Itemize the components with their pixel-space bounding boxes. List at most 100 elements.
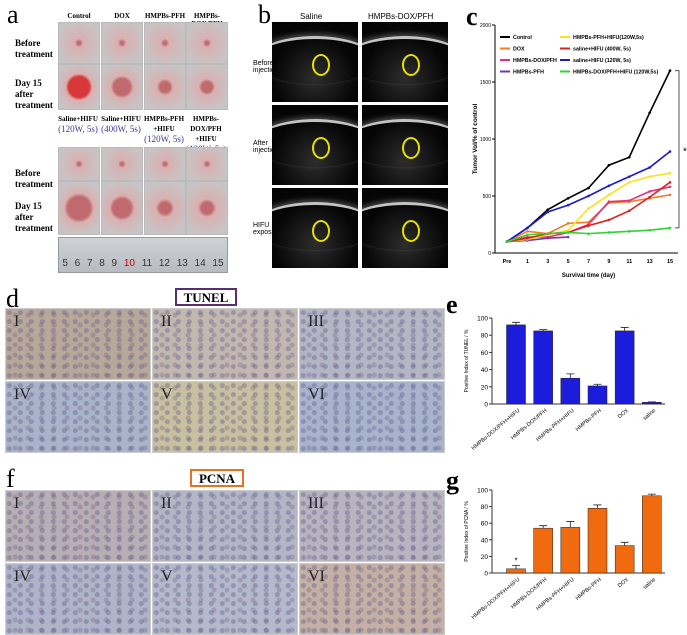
- tumor-photo: [101, 181, 143, 235]
- tile-numeral: III: [308, 495, 324, 512]
- data-point: [607, 184, 611, 188]
- x-tick-label: HMPBs-DOX/PFH+HIFU: [471, 408, 522, 450]
- tile-numeral: II: [161, 495, 172, 512]
- ultrasound-image: [362, 22, 448, 102]
- error-bar: [566, 521, 575, 528]
- ruler-number: 13: [176, 258, 188, 269]
- data-point: [566, 222, 570, 225]
- panel-e-label: e: [446, 290, 458, 319]
- tumor-photo: [144, 64, 186, 110]
- bar: [506, 568, 526, 574]
- y-tick-label: 40: [481, 367, 489, 374]
- error-bar: [566, 373, 575, 379]
- tumor-photo: [144, 147, 186, 181]
- data-point: [526, 233, 529, 237]
- ultrasound-image: [272, 188, 358, 268]
- row-label-before-2: Before treatment: [15, 168, 53, 189]
- y-tick-label: 0: [488, 251, 491, 257]
- x-tick-label: HMPBs-DOX/PFH+HIFU: [471, 577, 522, 621]
- bar: [614, 330, 635, 405]
- treatment-params: (120W, 5s): [144, 134, 184, 144]
- x-tick-label: 3: [546, 259, 549, 265]
- x-tick-label: HMPBs-PFH: [575, 577, 603, 602]
- y-tick-label: 500: [483, 194, 492, 200]
- data-point: [587, 207, 590, 210]
- tile-numeral: II: [161, 313, 172, 330]
- bar: [533, 330, 553, 405]
- ruler-number: 6: [74, 258, 81, 269]
- tile-numeral: I: [14, 495, 20, 512]
- micrograph-tile: I: [5, 308, 151, 380]
- data-point: [607, 231, 611, 234]
- data-point: [668, 69, 672, 72]
- data-point: [587, 224, 590, 227]
- y-axis-title: Tumor Vol/% of control: [472, 104, 479, 175]
- x-tick-label: 15: [667, 259, 673, 265]
- x-tick-label: 1: [526, 259, 529, 265]
- y-tick-label: 0: [484, 571, 488, 578]
- x-tick-label: 13: [647, 259, 653, 265]
- treatment-header: HMPBs-PFH +HIFU (120W, 5s): [138, 114, 190, 144]
- ultrasound-image: [362, 105, 448, 185]
- ruler-number: 12: [158, 258, 170, 269]
- y-tick-label: 20: [481, 384, 489, 391]
- bar: [560, 527, 581, 574]
- tumor-photo: [186, 64, 228, 110]
- ruler-number: 9: [111, 258, 118, 269]
- data-point: [505, 240, 509, 243]
- data-point: [648, 190, 651, 193]
- data-point: [566, 228, 570, 232]
- data-point: [648, 195, 651, 199]
- legend-label: saline+HIFU (120W, 5s): [573, 58, 631, 64]
- tumor-photo: [58, 147, 100, 181]
- y-tick-label: 80: [481, 333, 489, 340]
- error-bar: [512, 321, 520, 325]
- x-tick-label: HMPBs-PFH: [575, 408, 603, 433]
- column-header: Control: [67, 12, 91, 20]
- error-bar: [539, 525, 548, 529]
- error-bar: [512, 565, 520, 569]
- data-point: [627, 209, 631, 213]
- y-tick-label: 100: [477, 488, 488, 495]
- tile-numeral: IV: [14, 386, 31, 403]
- y-tick-label: 60: [481, 350, 489, 357]
- micrograph-tile: VI: [299, 563, 445, 635]
- y-tick-label: 2000: [480, 23, 491, 29]
- tile-numeral: V: [161, 386, 173, 403]
- micrograph-tile: I: [5, 490, 151, 562]
- tile-numeral: I: [14, 313, 20, 330]
- data-point: [587, 186, 590, 190]
- data-point: [566, 231, 570, 234]
- data-point: [566, 203, 570, 207]
- micrograph-tile: IV: [5, 381, 151, 453]
- col-header-dox: HMPBs-DOX/PFH: [368, 12, 434, 21]
- data-point: [648, 228, 651, 232]
- micrograph-tile: IV: [5, 563, 151, 635]
- treatment-header: Saline+HIFU (120W, 5s): [52, 114, 104, 134]
- legend-label: HMPBs-DOX/PFH: [513, 58, 557, 64]
- bar: [506, 324, 526, 405]
- x-tick-label: DOX: [617, 408, 630, 420]
- target-circle: [312, 220, 330, 242]
- y-tick-label: 100: [477, 316, 488, 323]
- series-line: [506, 70, 671, 243]
- treatment-params: (400W, 5s): [101, 124, 141, 134]
- x-tick-label: saline: [642, 577, 657, 591]
- treatment-name: Saline+HIFU: [58, 115, 98, 123]
- row-hifu-exposure: HIFU exposure: [253, 222, 282, 236]
- data-point: [668, 171, 672, 175]
- data-point: [668, 185, 672, 189]
- row-label-day15: Day 15 after treatment: [15, 78, 53, 110]
- y-tick-label: 80: [481, 504, 489, 511]
- tile-numeral: IV: [14, 568, 31, 585]
- treatment-name: HMPBs-DOX/PFH +HIFU: [190, 115, 222, 143]
- data-point: [627, 181, 631, 184]
- tumor-photo: [58, 64, 100, 110]
- ruler-number: 15: [212, 258, 224, 269]
- bar: [642, 495, 662, 574]
- row-after-injection: After injection: [253, 140, 279, 154]
- data-point: [607, 200, 611, 203]
- data-point: [668, 226, 672, 230]
- tumor-photo: [144, 181, 186, 235]
